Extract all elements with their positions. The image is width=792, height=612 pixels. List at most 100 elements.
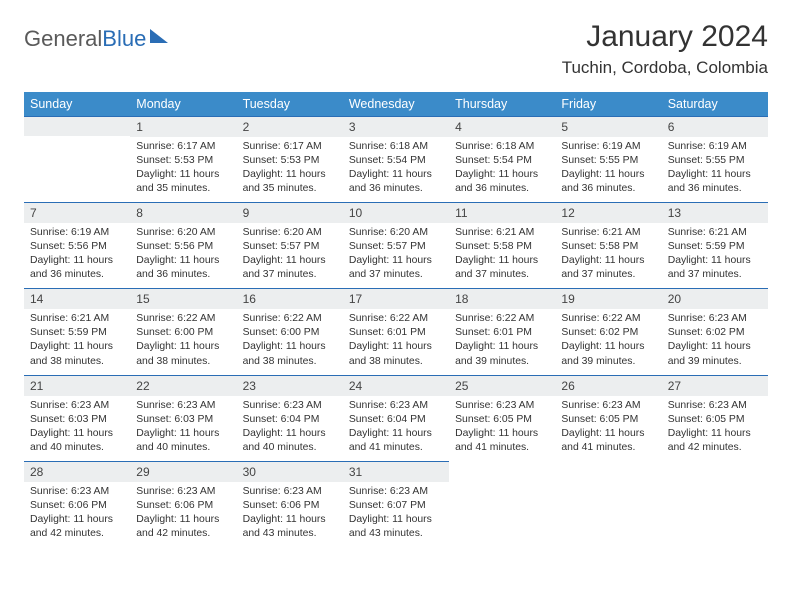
- day-details: Sunrise: 6:19 AMSunset: 5:56 PMDaylight:…: [24, 223, 130, 288]
- sunrise-line: Sunrise: 6:19 AM: [30, 227, 109, 238]
- day-number: 1: [130, 116, 236, 137]
- sunrise-line: Sunrise: 6:23 AM: [30, 400, 109, 411]
- calendar-cell: [555, 461, 661, 547]
- day-details: Sunrise: 6:21 AMSunset: 5:58 PMDaylight:…: [555, 223, 661, 288]
- calendar-table: SundayMondayTuesdayWednesdayThursdayFrid…: [24, 92, 768, 547]
- day-details: Sunrise: 6:23 AMSunset: 6:07 PMDaylight:…: [343, 482, 449, 547]
- day-details: Sunrise: 6:19 AMSunset: 5:55 PMDaylight:…: [662, 137, 768, 202]
- day-number: 24: [343, 375, 449, 396]
- sunset-line: Sunset: 5:55 PM: [561, 155, 638, 166]
- day-number: 27: [662, 375, 768, 396]
- day-number: 10: [343, 202, 449, 223]
- sunset-line: Sunset: 5:57 PM: [243, 241, 320, 252]
- day-number: 12: [555, 202, 661, 223]
- day-details: Sunrise: 6:23 AMSunset: 6:06 PMDaylight:…: [237, 482, 343, 547]
- calendar-row: 14Sunrise: 6:21 AMSunset: 5:59 PMDayligh…: [24, 288, 768, 374]
- sunrise-line: Sunrise: 6:22 AM: [561, 313, 640, 324]
- sunset-line: Sunset: 6:04 PM: [349, 414, 426, 425]
- calendar-cell: 12Sunrise: 6:21 AMSunset: 5:58 PMDayligh…: [555, 202, 661, 288]
- day-details: Sunrise: 6:23 AMSunset: 6:05 PMDaylight:…: [449, 396, 555, 461]
- day-details: Sunrise: 6:23 AM Sunset: 6:03 PM Daylight:…: [24, 396, 130, 461]
- day-details: Sunrise: 6:20 AMSunset: 5:57 PMDaylight:…: [343, 223, 449, 288]
- sunrise-line: Sunrise: 6:23 AM: [668, 313, 747, 324]
- day-details: Sunrise: 6:23 AMSunset: 6:06 PMDaylight:…: [24, 482, 130, 547]
- sunrise-line: Sunrise: 6:23 AM: [136, 400, 215, 411]
- day-number: 11: [449, 202, 555, 223]
- sunrise-line: Sunrise: 6:22 AM: [455, 313, 534, 324]
- daylight-line: Daylight: 11 hours and 36 minutes.: [136, 255, 219, 280]
- day-number: 15: [130, 288, 236, 309]
- daylight-line: Daylight: 11 hours and 36 minutes.: [455, 169, 538, 194]
- daylight-line: Daylight: 11 hours and 35 minutes.: [136, 169, 219, 194]
- logo-text: GeneralBlue: [24, 26, 146, 52]
- day-number: 23: [237, 375, 343, 396]
- daylight-line: Daylight: 11 hours and 42 minutes.: [668, 428, 751, 453]
- day-number: 14: [24, 288, 130, 309]
- sunset-line: Sunset: 6:06 PM: [136, 500, 213, 511]
- sunset-line: Sunset: 5:53 PM: [243, 155, 320, 166]
- calendar-cell: 29Sunrise: 6:23 AMSunset: 6:06 PMDayligh…: [130, 461, 236, 547]
- calendar-cell: 1Sunrise: 6:17 AMSunset: 5:53 PMDaylight…: [130, 116, 236, 202]
- calendar-cell: 26Sunrise: 6:23 AMSunset: 6:05 PMDayligh…: [555, 375, 661, 461]
- calendar-cell: 28Sunrise: 6:23 AMSunset: 6:06 PMDayligh…: [24, 461, 130, 547]
- day-number: 31: [343, 461, 449, 482]
- calendar-cell: 21Sunrise: 6:23 AMSunset: 6:03 PMDayligh…: [24, 375, 130, 461]
- daylight-line: Daylight: 11 hours and 36 minutes.: [349, 169, 432, 194]
- day-number: 29: [130, 461, 236, 482]
- day-details: Sunrise: 6:22 AMSunset: 6:01 PMDaylight:…: [449, 309, 555, 374]
- sunrise-line: Sunrise: 6:23 AM: [349, 486, 428, 497]
- daylight-line: Daylight: 11 hours and 40 minutes.: [30, 428, 113, 453]
- sunrise-line: Sunrise: 6:18 AM: [349, 141, 428, 152]
- calendar-cell: 11Sunrise: 6:21 AMSunset: 5:58 PMDayligh…: [449, 202, 555, 288]
- sunset-line: Sunset: 6:03 PM: [30, 414, 107, 425]
- day-number: 3: [343, 116, 449, 137]
- day-details: Sunrise: 6:23 AMSunset: 6:06 PMDaylight:…: [130, 482, 236, 547]
- header: GeneralBlue January 2024 Tuchin, Cordoba…: [24, 20, 768, 78]
- day-details: Sunrise: 6:19 AMSunset: 5:55 PMDaylight:…: [555, 137, 661, 202]
- weekday-header: Friday: [555, 92, 661, 116]
- sunrise-line: Sunrise: 6:23 AM: [243, 400, 322, 411]
- day-details: Sunrise: 6:20 AMSunset: 5:56 PMDaylight:…: [130, 223, 236, 288]
- daylight-line: Daylight: 11 hours and 42 minutes.: [30, 514, 113, 539]
- sunrise-line: Sunrise: 6:22 AM: [243, 313, 322, 324]
- sunset-line: Sunset: 6:00 PM: [136, 327, 213, 338]
- sunrise-line: Sunrise: 6:21 AM: [561, 227, 640, 238]
- calendar-cell: [449, 461, 555, 547]
- calendar-cell: 7Sunrise: 6:19 AMSunset: 5:56 PMDaylight…: [24, 202, 130, 288]
- sunrise-line: Sunrise: 6:19 AM: [561, 141, 640, 152]
- sunrise-line: Sunrise: 6:23 AM: [30, 486, 109, 497]
- calendar-cell: [24, 116, 130, 202]
- calendar-cell: 27Sunrise: 6:23 AMSunset: 6:05 PMDayligh…: [662, 375, 768, 461]
- sunset-line: Sunset: 5:59 PM: [668, 241, 745, 252]
- day-details: Sunrise: 6:23 AMSunset: 6:05 PMDaylight:…: [662, 396, 768, 461]
- sunrise-line: Sunrise: 6:23 AM: [243, 486, 322, 497]
- weekday-header: Thursday: [449, 92, 555, 116]
- daylight-line: Daylight: 11 hours and 37 minutes.: [561, 255, 644, 280]
- sunset-line: Sunset: 6:05 PM: [561, 414, 638, 425]
- day-details: Sunrise: 6:23 AMSunset: 6:02 PMDaylight:…: [662, 309, 768, 374]
- weekday-header: Sunday: [24, 92, 130, 116]
- daylight-line: Daylight: 11 hours and 42 minutes.: [136, 514, 219, 539]
- sunset-line: Sunset: 6:01 PM: [455, 327, 532, 338]
- sunset-line: Sunset: 6:02 PM: [668, 327, 745, 338]
- day-details: Sunrise: 6:22 AMSunset: 6:00 PMDaylight:…: [237, 309, 343, 374]
- calendar-cell: [662, 461, 768, 547]
- day-number: 30: [237, 461, 343, 482]
- calendar-cell: 23Sunrise: 6:23 AMSunset: 6:04 PMDayligh…: [237, 375, 343, 461]
- day-number: 5: [555, 116, 661, 137]
- title-block: January 2024 Tuchin, Cordoba, Colombia: [562, 20, 768, 78]
- calendar-row: 7Sunrise: 6:19 AMSunset: 5:56 PMDaylight…: [24, 202, 768, 288]
- sunrise-line: Sunrise: 6:20 AM: [136, 227, 215, 238]
- sunset-line: Sunset: 6:00 PM: [243, 327, 320, 338]
- calendar-cell: 10Sunrise: 6:20 AMSunset: 5:57 PMDayligh…: [343, 202, 449, 288]
- day-details: Sunrise: 6:17 AMSunset: 5:53 PMDaylight:…: [130, 137, 236, 202]
- day-number: 7: [24, 202, 130, 223]
- day-number: 25: [449, 375, 555, 396]
- weekday-header-row: SundayMondayTuesdayWednesdayThursdayFrid…: [24, 92, 768, 116]
- day-number: 26: [555, 375, 661, 396]
- day-number: 8: [130, 202, 236, 223]
- calendar-cell: 25Sunrise: 6:23 AMSunset: 6:05 PMDayligh…: [449, 375, 555, 461]
- logo-word2: Blue: [102, 26, 146, 51]
- sunrise-line: Sunrise: 6:18 AM: [455, 141, 534, 152]
- sunset-line: Sunset: 6:01 PM: [349, 327, 426, 338]
